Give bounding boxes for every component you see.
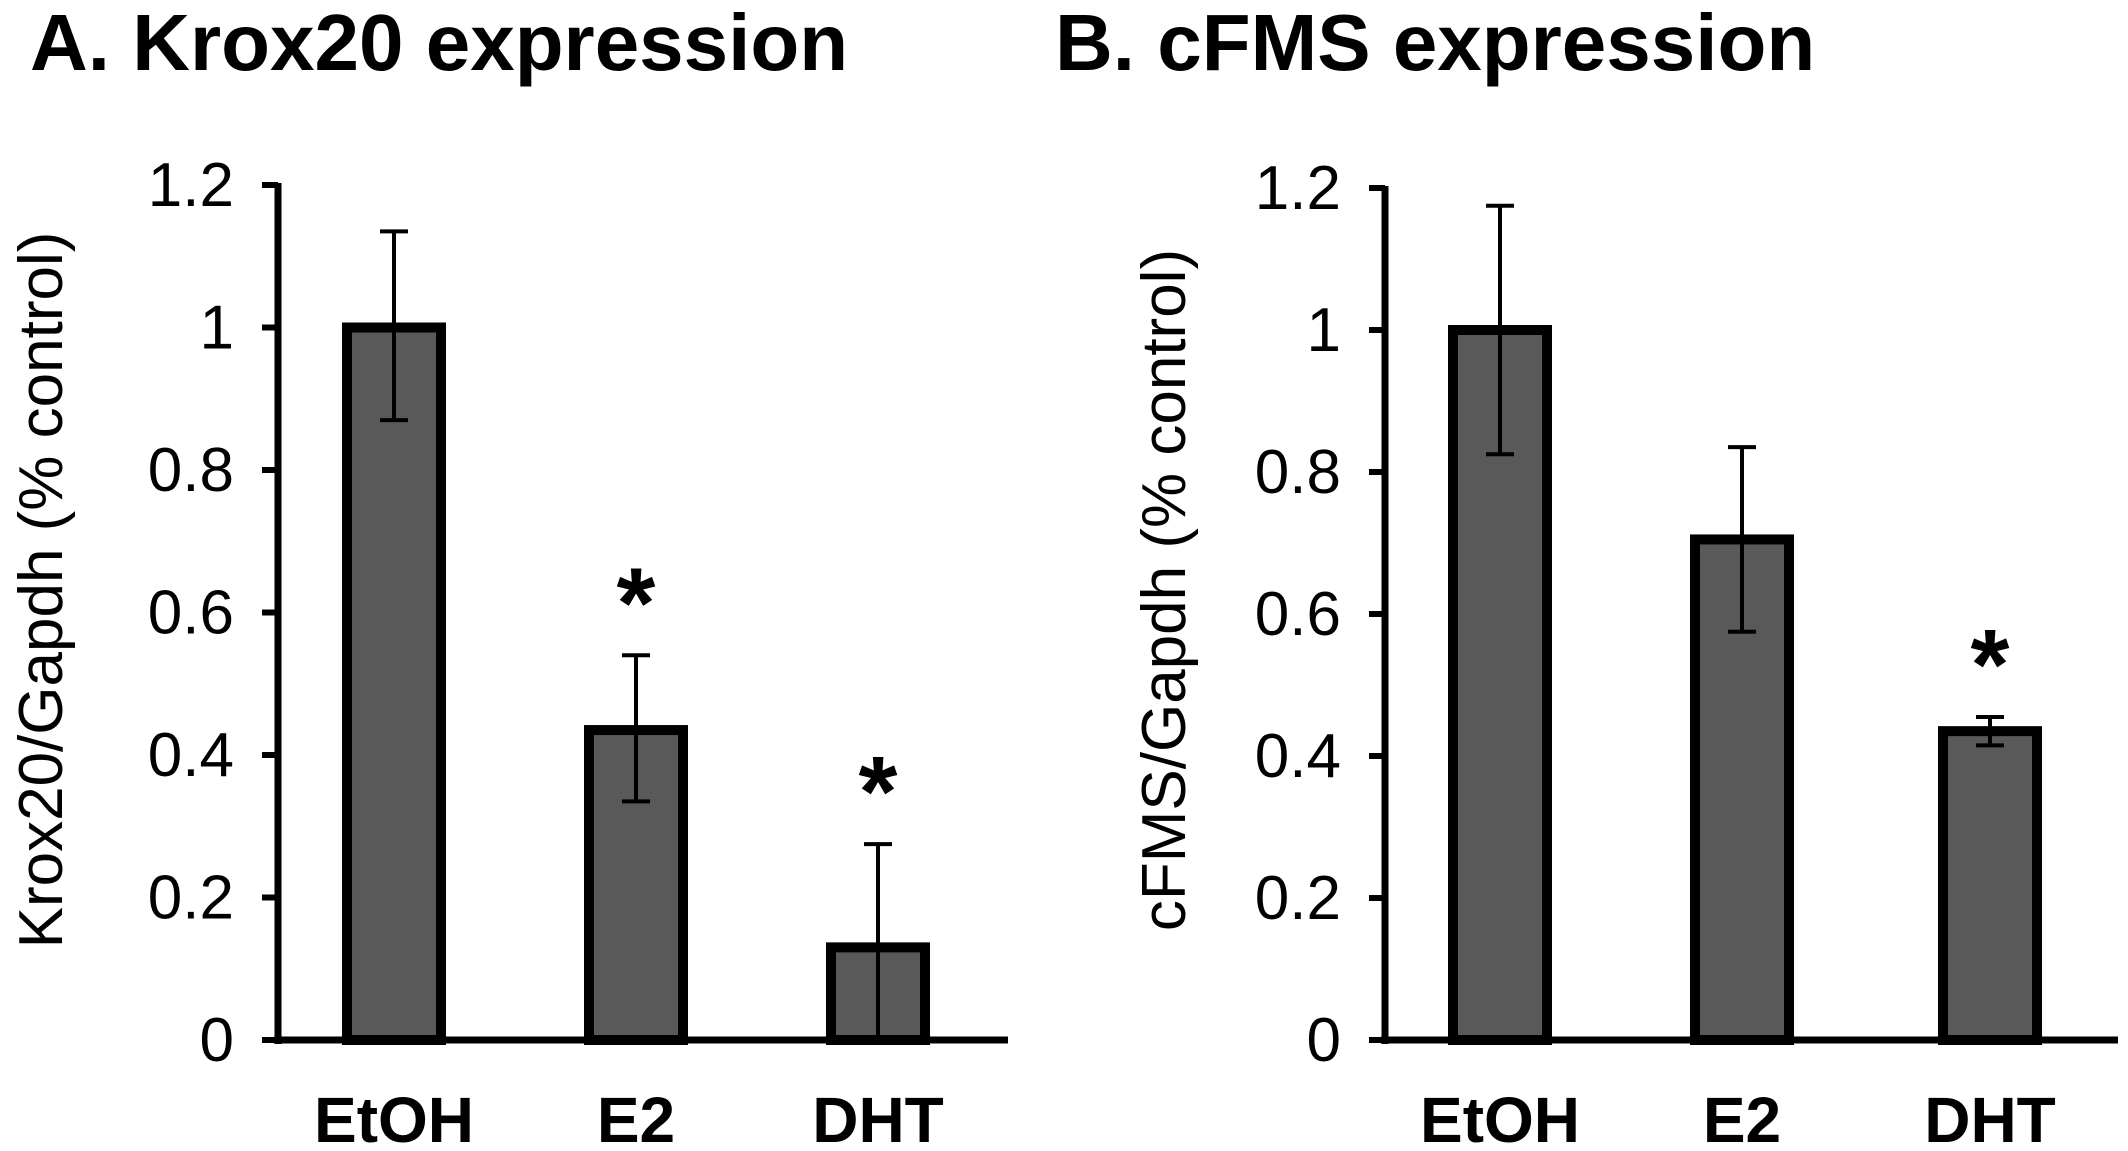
y-tick-label-cfms: 1.2 [1255,154,1341,223]
panel-title-cfms: B. cFMS expression [1055,0,1815,87]
x-category-label-cfms-etoh: EtOH [1420,1084,1580,1151]
bar-krox20-etoh [342,322,446,1045]
y-tick-label-cfms: 0.2 [1255,864,1341,933]
y-tick-label-cfms: 0.4 [1255,722,1341,791]
significance-marker-cfms-dht: * [1971,609,2010,721]
y-tick-label-cfms: 0 [1307,1006,1341,1075]
x-category-label-krox20-etoh: EtOH [314,1084,474,1151]
y-axis-title-krox20: Krox20/Gapdh (% control) [7,232,76,949]
y-tick-label-krox20: 0.4 [148,721,234,790]
plot-area-cfms: 0 0.2 0.4 0.6 0.8 1 1.2 EtOH E2 DHT * [1255,154,2118,1151]
y-tick-label-krox20: 0 [200,1006,234,1075]
panel-krox20: A. Krox20 expression Krox20/Gapdh (% con… [7,0,1008,1151]
y-tick-label-krox20: 0.8 [148,436,234,505]
y-tick-label-cfms: 0.8 [1255,438,1341,507]
x-category-label-krox20-e2: E2 [597,1084,675,1151]
y-tick-label-krox20: 0.2 [148,864,234,933]
y-tick-label-krox20: 1.2 [148,151,234,220]
significance-marker-krox20-dht: * [859,736,898,848]
x-category-label-cfms-dht: DHT [1924,1084,2056,1151]
panel-title-krox20: A. Krox20 expression [30,0,848,87]
x-category-label-krox20-dht: DHT [812,1084,944,1151]
y-tick-label-cfms: 1 [1307,296,1341,365]
panel-cfms: B. cFMS expression cFMS/Gapdh (% control… [1055,0,2118,1151]
x-category-label-cfms-e2: E2 [1703,1084,1781,1151]
y-axis-title-cfms: cFMS/Gapdh (% control) [1130,249,1199,931]
significance-marker-krox20-e2: * [617,547,656,659]
y-tick-label-krox20: 1 [200,294,234,363]
y-tick-label-krox20: 0.6 [148,579,234,648]
y-tick-label-cfms: 0.6 [1255,580,1341,649]
plot-area-krox20: 0 0.2 0.4 0.6 0.8 1 1.2 EtOH E2 DHT * * [148,151,1008,1151]
bar-cfms-dht [1938,726,2042,1046]
